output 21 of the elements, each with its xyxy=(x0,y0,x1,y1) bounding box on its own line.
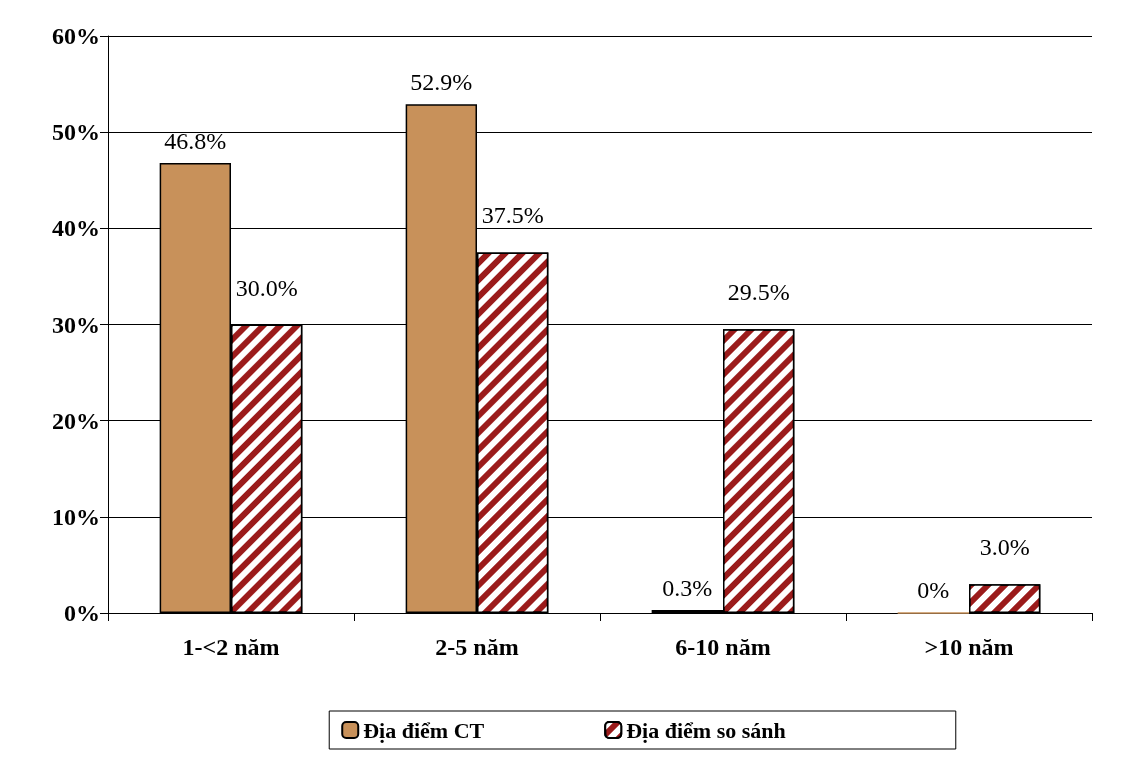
x-tick-label: 2-5 năm xyxy=(435,634,519,660)
y-tick-label: 10% xyxy=(52,503,100,530)
y-tick-label: 0% xyxy=(64,600,100,626)
y-tick-label: 50% xyxy=(52,119,100,146)
data-label: 46.8% xyxy=(164,127,227,154)
data-label: 0.3% xyxy=(662,575,713,602)
y-tick-label: 20% xyxy=(52,407,100,434)
data-label: 3.0% xyxy=(979,534,1030,561)
data-label: 37.5% xyxy=(481,202,544,229)
data-label: 0% xyxy=(917,577,950,604)
x-tick-label: >10 năm xyxy=(924,634,1014,660)
data-label: 52.9% xyxy=(410,69,473,96)
legend-label: Địa điểm so sánh xyxy=(626,717,786,743)
data-label: 30.0% xyxy=(235,274,298,301)
legend-label: Địa điểm CT xyxy=(363,717,485,743)
x-tick-label: 1-<2 năm xyxy=(182,634,280,660)
x-tick-label: 6-10 năm xyxy=(675,634,771,660)
y-tick-label: 30% xyxy=(52,311,100,338)
data-label: 29.5% xyxy=(727,279,790,306)
y-tick-label: 60% xyxy=(52,23,100,49)
y-tick-label: 40% xyxy=(52,215,100,242)
